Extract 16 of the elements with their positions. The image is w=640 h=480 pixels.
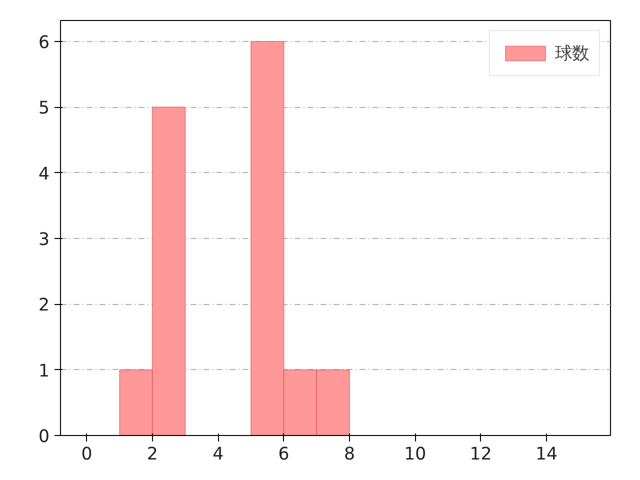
x-tick-label: 12 [470,444,492,464]
x-tick-label: 0 [81,444,92,464]
y-tick-label: 5 [38,98,50,119]
x-tick-label: 8 [344,444,355,464]
y-tick-label: 0 [38,427,50,447]
y-tick-label: 4 [38,164,50,184]
y-tick-label: 1 [38,361,50,382]
x-tick-label: 10 [404,444,426,464]
legend-label: 球数 [555,43,589,65]
y-tick-label: 3 [38,230,50,250]
y-tick-label: 6 [38,33,50,54]
y-tick-label: 2 [38,296,50,316]
x-tick-label: 2 [146,444,158,464]
x-tick-label: 14 [535,444,558,464]
x-tick-label: 4 [212,444,224,464]
x-tick-label: 6 [278,444,290,464]
